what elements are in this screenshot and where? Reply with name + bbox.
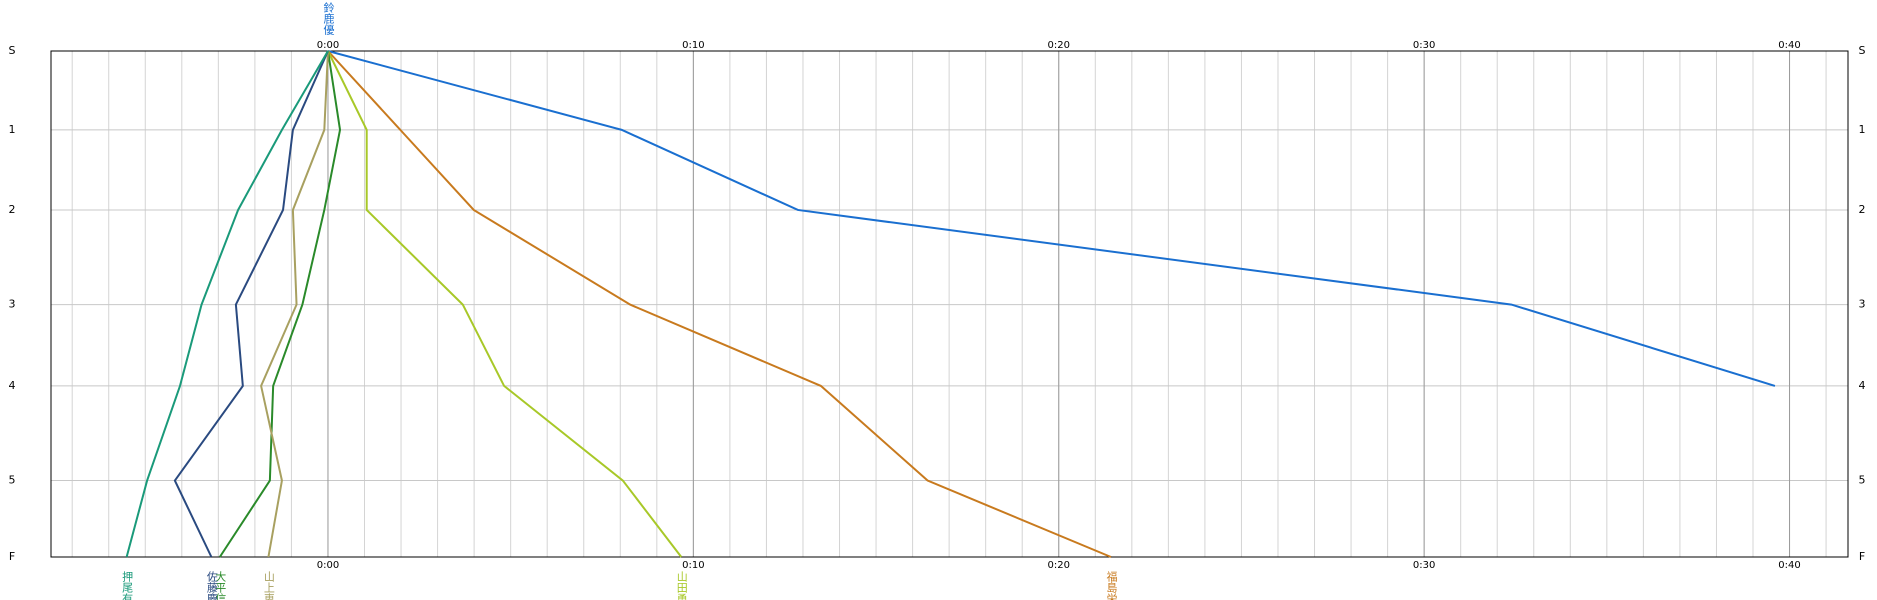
y-tick-label: 3 bbox=[9, 298, 16, 311]
series-line bbox=[125, 50, 329, 558]
x-tick-label-top: 0:00 bbox=[317, 40, 339, 51]
y-tick-label: 4 bbox=[9, 379, 16, 392]
x-tick-label: 0:00 bbox=[317, 560, 339, 571]
series-label: 山上恵 bbox=[262, 571, 275, 600]
x-tick-label: 0:10 bbox=[682, 560, 704, 571]
series-line bbox=[218, 50, 342, 558]
series-line bbox=[327, 50, 1112, 558]
x-tick-label-top: 0:40 bbox=[1778, 40, 1800, 51]
series-label: 鈴鹿優 bbox=[322, 1, 335, 36]
series-line bbox=[327, 50, 1776, 387]
y-tick-label-right: 4 bbox=[1859, 379, 1866, 392]
plot-border bbox=[50, 50, 1849, 558]
series-label: 押尾有 bbox=[121, 570, 134, 600]
series-label: 福島栄 bbox=[1105, 570, 1118, 600]
y-tick-label: 5 bbox=[9, 474, 16, 487]
x-tick-label: 0:40 bbox=[1778, 560, 1800, 571]
series-label: 大平信 bbox=[214, 570, 227, 600]
x-tick-label-top: 0:10 bbox=[682, 40, 704, 51]
x-tick-label-top: 0:30 bbox=[1413, 40, 1435, 51]
y-tick-label-right: F bbox=[1859, 550, 1865, 563]
series-line bbox=[173, 50, 329, 558]
y-tick-label: F bbox=[9, 550, 15, 563]
x-tick-label: 0:30 bbox=[1413, 560, 1435, 571]
x-tick-label: 0:20 bbox=[1048, 560, 1070, 571]
y-tick-label: 1 bbox=[9, 123, 16, 136]
series-label: 山田勇 bbox=[675, 571, 688, 600]
y-tick-label: S bbox=[9, 44, 16, 57]
y-tick-label-right: 3 bbox=[1859, 298, 1866, 311]
y-tick-label-right: 5 bbox=[1859, 474, 1866, 487]
y-tick-label-right: 2 bbox=[1859, 203, 1866, 216]
series-label: 佐藤慶 bbox=[205, 570, 218, 600]
x-tick-label-top: 0:20 bbox=[1048, 40, 1070, 51]
y-tick-label-right: 1 bbox=[1859, 123, 1866, 136]
y-tick-label: 2 bbox=[9, 203, 16, 216]
series-line bbox=[260, 50, 329, 558]
y-tick-label-right: S bbox=[1859, 44, 1866, 57]
series-line bbox=[327, 50, 683, 558]
